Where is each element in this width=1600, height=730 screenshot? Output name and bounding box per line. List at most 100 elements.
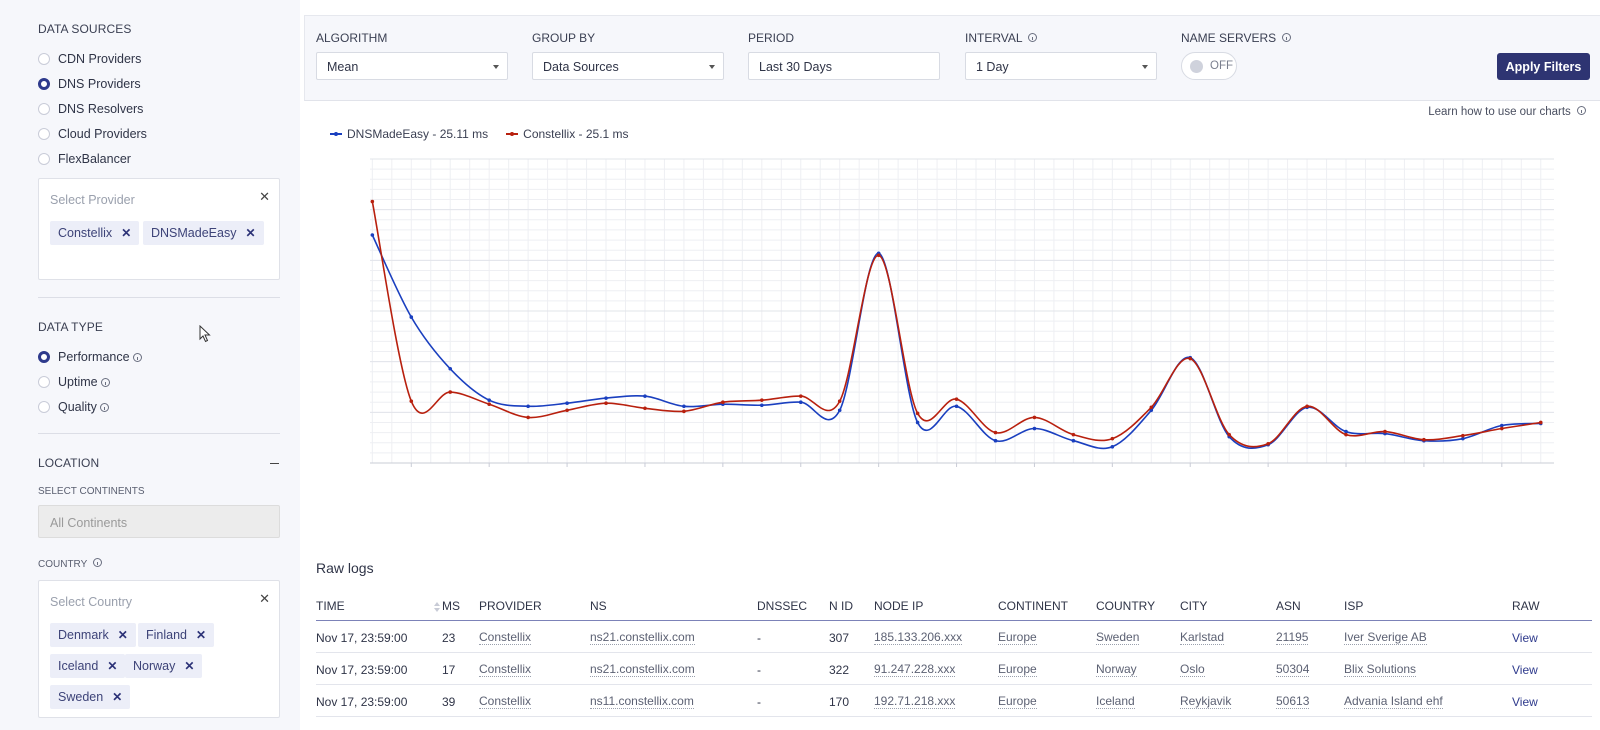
table-cell[interactable]: ns11.constellix.com xyxy=(590,694,694,709)
data-point xyxy=(370,199,375,204)
remove-chip-icon[interactable]: ✕ xyxy=(112,690,123,704)
table-cell[interactable]: 50304 xyxy=(1276,662,1310,677)
table-cell[interactable]: Reykjavik xyxy=(1180,694,1232,709)
radio-label: CDN Providers xyxy=(58,52,142,66)
radio-circle[interactable] xyxy=(38,103,50,115)
info-icon[interactable] xyxy=(132,352,142,362)
data-point xyxy=(565,401,569,406)
remove-chip-icon[interactable]: ✕ xyxy=(107,659,118,673)
legend-item-constellix[interactable]: Constellix - 25.1 ms xyxy=(506,127,629,141)
column-header-ms: MS xyxy=(442,599,460,613)
interval-select[interactable]: 1 Day xyxy=(965,52,1157,80)
remove-chip-icon[interactable]: ✕ xyxy=(117,628,128,642)
group-by-select[interactable]: Data Sources xyxy=(532,52,724,80)
radio-quality[interactable]: Quality xyxy=(38,398,109,416)
table-cell: Nov 17, 23:59:00 xyxy=(316,663,408,677)
radio-dns-resolvers[interactable]: DNS Resolvers xyxy=(38,100,143,118)
chevron-down-icon xyxy=(1142,65,1148,69)
remove-chip-icon[interactable]: ✕ xyxy=(245,226,256,240)
country-label-row: COUNTRY xyxy=(38,558,102,570)
table-cell[interactable]: Advania Island ehf xyxy=(1344,694,1443,709)
radio-circle-selected[interactable] xyxy=(38,78,50,90)
radio-uptime[interactable]: Uptime xyxy=(38,373,110,391)
radio-performance[interactable]: Performance xyxy=(38,348,142,366)
radio-cloud-providers[interactable]: Cloud Providers xyxy=(38,125,147,143)
table-cell[interactable]: Norway xyxy=(1096,662,1137,677)
table-cell[interactable]: Iceland xyxy=(1096,694,1135,709)
radio-circle[interactable] xyxy=(38,128,50,140)
radio-circle[interactable] xyxy=(38,401,50,413)
table-cell[interactable]: 192.71.218.xxx xyxy=(874,694,956,709)
table-cell[interactable]: Karlstad xyxy=(1180,630,1225,645)
table-cell[interactable]: Constellix xyxy=(479,662,532,677)
chevron-down-icon xyxy=(493,65,499,69)
chip-dnsmadeeasy: DNSMadeEasy ✕ xyxy=(143,221,264,245)
info-icon[interactable] xyxy=(1282,33,1292,42)
table-cell[interactable]: ns21.constellix.com xyxy=(590,662,695,677)
apply-filters-button[interactable]: Apply Filters xyxy=(1497,53,1590,80)
column-header-time[interactable]: TIME xyxy=(316,599,345,613)
table-cell[interactable]: Europe xyxy=(998,694,1037,709)
data-point xyxy=(409,399,414,403)
column-header-asn: ASN xyxy=(1276,599,1301,613)
column-header-node-ip: NODE IP xyxy=(874,599,924,613)
line-chart[interactable] xyxy=(304,140,1596,500)
view-link[interactable]: View xyxy=(1512,695,1538,709)
legend-line-icon xyxy=(330,132,342,136)
country-select[interactable]: Select Country ✕ Denmark ✕ Finland ✕ Ice… xyxy=(38,580,280,718)
clear-providers-icon[interactable]: ✕ xyxy=(259,189,270,204)
data-point xyxy=(526,404,530,409)
raw-logs-table: TIME MS PROVIDER NS DNSSEC N ID NODE IP CONTINE… xyxy=(316,593,1592,717)
sort-icon[interactable] xyxy=(434,602,440,612)
radio-circle-selected[interactable] xyxy=(38,351,50,363)
info-icon[interactable] xyxy=(100,377,110,387)
learn-charts-link[interactable]: Learn how to use our charts xyxy=(1428,106,1586,118)
data-point xyxy=(1071,432,1076,437)
select-continents-label: SELECT CONTINENTS xyxy=(38,486,145,497)
divider xyxy=(38,433,280,434)
column-header-city: CITY xyxy=(1180,599,1208,613)
table-cell[interactable]: Constellix xyxy=(479,630,532,645)
table-cell[interactable]: Constellix xyxy=(479,694,532,709)
info-icon[interactable] xyxy=(1028,33,1038,42)
table-cell[interactable]: 185.133.206.xxx xyxy=(874,630,963,645)
column-header-dnssec: DNSSEC xyxy=(757,599,808,613)
data-point xyxy=(1383,429,1387,434)
remove-chip-icon[interactable]: ✕ xyxy=(121,226,132,240)
chevron-down-icon xyxy=(709,65,715,69)
clear-countries-icon[interactable]: ✕ xyxy=(259,591,270,606)
remove-chip-icon[interactable]: ✕ xyxy=(196,628,207,642)
table-cell[interactable]: 91.247.228.xxx xyxy=(874,662,956,677)
name-servers-toggle[interactable]: OFF xyxy=(1181,52,1237,80)
radio-cdn-providers[interactable]: CDN Providers xyxy=(38,50,141,68)
data-point xyxy=(526,415,530,420)
column-header-provider: PROVIDER xyxy=(479,599,542,613)
view-link[interactable]: View xyxy=(1512,631,1538,645)
view-link[interactable]: View xyxy=(1512,663,1538,677)
table-cell[interactable]: Oslo xyxy=(1180,662,1205,677)
radio-flexbalancer[interactable]: FlexBalancer xyxy=(38,150,131,168)
legend-item-dnsmadeeasy[interactable]: DNSMadeEasy - 25.11 ms xyxy=(330,127,488,141)
collapse-icon[interactable] xyxy=(270,463,279,464)
table-cell[interactable]: Europe xyxy=(998,630,1037,645)
table-cell[interactable]: Sweden xyxy=(1096,630,1140,645)
chart-legend: DNSMadeEasy - 25.11 ms Constellix - 25.1… xyxy=(330,127,647,141)
radio-circle[interactable] xyxy=(38,376,50,388)
table-cell[interactable]: Blix Solutions xyxy=(1344,662,1417,677)
info-icon[interactable] xyxy=(99,402,109,412)
table-cell[interactable]: ns21.constellix.com xyxy=(590,630,695,645)
info-icon[interactable] xyxy=(92,558,102,567)
remove-chip-icon[interactable]: ✕ xyxy=(184,659,195,673)
radio-dns-providers[interactable]: DNS Providers xyxy=(38,75,141,93)
table-cell[interactable]: 50613 xyxy=(1276,694,1310,709)
provider-select[interactable]: Select Provider ✕ Constellix ✕ DNSMadeEa… xyxy=(38,178,280,280)
radio-circle[interactable] xyxy=(38,153,50,165)
radio-circle[interactable] xyxy=(38,53,50,65)
algorithm-select[interactable]: Mean xyxy=(316,52,508,80)
table-cell[interactable]: Iver Sverige AB xyxy=(1344,630,1427,645)
table-cell[interactable]: Europe xyxy=(998,662,1037,677)
column-header-ns: NS xyxy=(590,599,607,613)
period-input[interactable]: Last 30 Days xyxy=(748,52,940,80)
table-cell[interactable]: 21195 xyxy=(1276,630,1309,645)
data-type-title: DATA TYPE xyxy=(38,320,103,334)
